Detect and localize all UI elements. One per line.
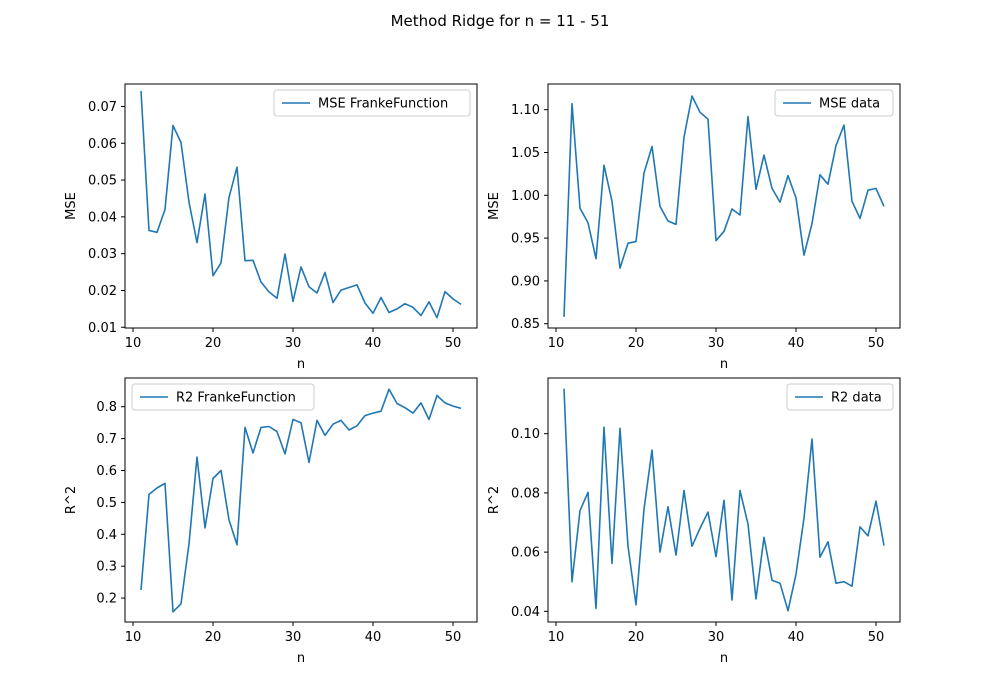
- y-tick-label: 0.5: [96, 496, 117, 511]
- x-tick-label: 50: [868, 336, 885, 351]
- subplot-2: 10 20 30 40 50 0.85 0.90 0.95 1.00 1.05 1.10 n MSE MS…: [487, 83, 901, 372]
- legend-box: [774, 89, 894, 117]
- subplots-container: 10 20 30 40 50 0.01 0.02 0.03 0.04 0.05 0.06 0.07 n M…: [64, 83, 901, 666]
- x-tick-label: 40: [365, 336, 382, 351]
- x-axis-label: n: [720, 357, 728, 372]
- axes-frame: [124, 377, 478, 623]
- x-tick-label: 20: [628, 630, 645, 645]
- x-axis-label: n: [720, 651, 728, 666]
- series-line-4-1: [563, 388, 885, 612]
- axes-frame: [547, 83, 901, 329]
- y-tick-label: 0.01: [88, 321, 117, 336]
- y-tick-label: 1.05: [511, 146, 540, 161]
- y-tick-label: 0.06: [88, 137, 117, 152]
- x-tick-label: 50: [868, 630, 885, 645]
- y-tick-label: 0.04: [88, 210, 117, 225]
- y-axis-label: R^2: [487, 486, 502, 514]
- x-tick-label: 40: [788, 336, 805, 351]
- legend: MSE data: [774, 89, 894, 117]
- legend-box: [786, 383, 894, 411]
- x-tick-label: 30: [285, 336, 302, 351]
- y-tick-label: 0.95: [511, 232, 540, 247]
- legend: R2 data: [786, 383, 894, 411]
- x-tick-label: 50: [445, 630, 462, 645]
- legend-label: MSE FrankeFunction: [318, 97, 448, 112]
- y-tick-label: 0.4: [96, 528, 117, 543]
- y-tick-label: 0.04: [511, 605, 540, 620]
- x-tick-label: 10: [125, 336, 142, 351]
- x-tick-label: 30: [708, 336, 725, 351]
- legend: R2 FrankeFunction: [131, 383, 315, 411]
- legend-label: R2 FrankeFunction: [176, 391, 296, 406]
- x-tick-label: 10: [548, 630, 565, 645]
- y-tick-label: 0.90: [511, 274, 540, 289]
- x-axis-label: n: [297, 357, 305, 372]
- x-tick-label: 10: [125, 630, 142, 645]
- y-tick-label: 0.10: [511, 427, 540, 442]
- x-axis-label: n: [297, 651, 305, 666]
- legend: MSE FrankeFunction: [273, 89, 471, 117]
- y-tick-label: 0.05: [88, 174, 117, 189]
- axes-frame: [547, 377, 901, 623]
- x-tick-label: 30: [285, 630, 302, 645]
- y-axis-label: MSE: [64, 192, 79, 220]
- x-tick-label: 20: [205, 336, 222, 351]
- x-tick-label: 30: [708, 630, 725, 645]
- legend-box: [131, 383, 315, 411]
- legend-label: R2 data: [831, 391, 882, 406]
- y-axis-label: MSE: [487, 192, 502, 220]
- x-tick-label: 40: [365, 630, 382, 645]
- x-tick-label: 50: [445, 336, 462, 351]
- subplot-3: 10 20 30 40 50 0.2 0.3 0.4 0.5 0.6 0.7 0.8 n R^2 R2 Fr…: [64, 377, 478, 666]
- y-tick-label: 0.85: [511, 317, 540, 332]
- legend-label: MSE data: [819, 97, 880, 112]
- legend-box: [273, 89, 471, 117]
- y-tick-label: 1.10: [511, 103, 540, 118]
- x-tick-label: 20: [205, 630, 222, 645]
- y-tick-label: 0.7: [96, 432, 117, 447]
- y-tick-label: 0.8: [96, 400, 117, 415]
- x-tick-label: 10: [548, 336, 565, 351]
- y-tick-label: 0.02: [88, 284, 117, 299]
- y-tick-label: 0.08: [511, 486, 540, 501]
- y-tick-label: 0.03: [88, 247, 117, 262]
- x-tick-label: 20: [628, 336, 645, 351]
- subplot-1: 10 20 30 40 50 0.01 0.02 0.03 0.04 0.05 0.06 0.07 n M…: [64, 83, 478, 372]
- series-line-2-1: [563, 95, 885, 317]
- y-axis-label: R^2: [64, 486, 79, 514]
- series-line-3-1: [140, 388, 462, 613]
- y-tick-label: 0.06: [511, 546, 540, 561]
- series-line-1-1: [140, 90, 462, 319]
- y-tick-label: 1.00: [511, 189, 540, 204]
- figure-title: Method Ridge for n = 11 - 51: [391, 12, 610, 30]
- y-tick-label: 0.07: [88, 100, 117, 115]
- y-tick-label: 0.2: [96, 592, 117, 607]
- x-tick-label: 40: [788, 630, 805, 645]
- subplot-4: 10 20 30 40 50 0.04 0.06 0.08 0.10 n R^2 R2 data: [487, 377, 901, 666]
- y-tick-label: 0.6: [96, 464, 117, 479]
- y-tick-label: 0.3: [96, 560, 117, 575]
- axes-frame: [124, 83, 478, 329]
